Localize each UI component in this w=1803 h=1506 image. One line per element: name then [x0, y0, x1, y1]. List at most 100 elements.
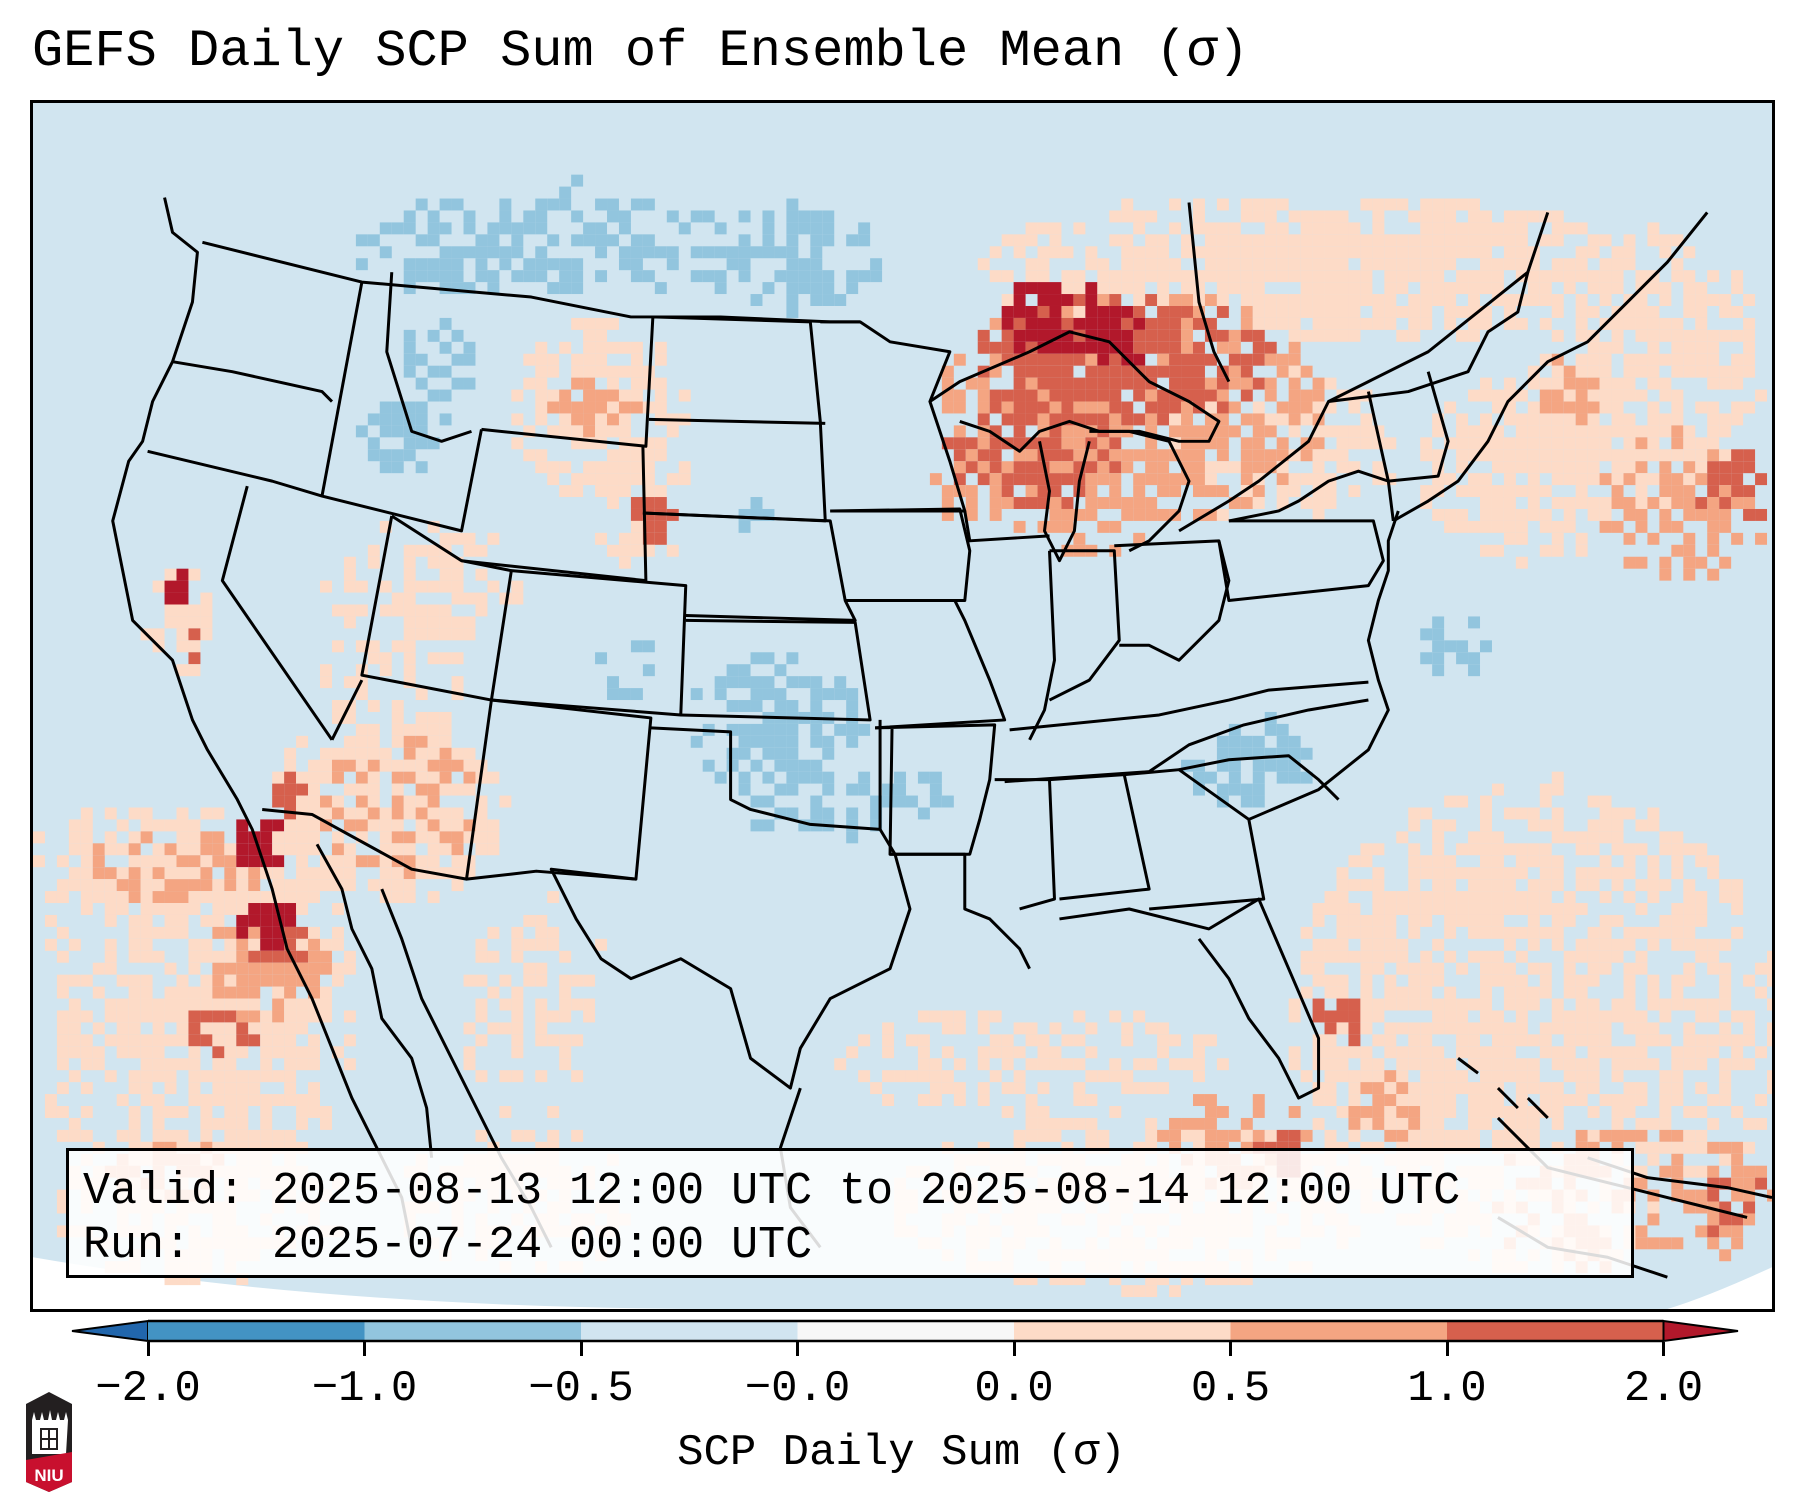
raster-cell	[176, 998, 189, 1011]
raster-cell	[1025, 341, 1038, 354]
raster-cell	[1348, 879, 1361, 892]
raster-cell	[1252, 294, 1265, 306]
raster-cell	[200, 592, 213, 605]
raster-cell	[1013, 294, 1026, 306]
raster-cell	[1515, 1141, 1528, 1154]
raster-cell	[236, 831, 249, 844]
raster-cell	[1216, 329, 1229, 342]
raster-cell	[212, 1082, 225, 1095]
raster-cell	[1575, 329, 1588, 342]
raster-cell	[846, 270, 859, 283]
raster-cell	[1037, 246, 1050, 259]
raster-cell	[92, 962, 105, 975]
raster-cell	[272, 1129, 285, 1142]
raster-cell	[1551, 389, 1564, 402]
raster-cell	[1563, 401, 1576, 414]
raster-cell	[1551, 544, 1564, 557]
raster-cell	[1432, 1129, 1445, 1142]
raster-cell	[1288, 485, 1301, 498]
raster-cell	[941, 497, 954, 509]
raster-cell	[1683, 1165, 1696, 1178]
raster-cell	[846, 831, 859, 844]
raster-cell	[463, 282, 476, 295]
raster-cell	[1468, 520, 1481, 533]
raster-cell	[1073, 508, 1086, 521]
raster-cell	[1755, 1046, 1768, 1059]
raster-cell	[1683, 485, 1696, 498]
raster-cell	[1049, 1273, 1062, 1286]
raster-cell	[1647, 855, 1660, 868]
raster-cell	[1695, 1189, 1708, 1202]
raster-cell	[1444, 508, 1457, 521]
raster-cell	[1240, 783, 1253, 796]
raster-cell	[487, 771, 500, 784]
raster-cell	[1240, 413, 1253, 426]
raster-cell	[1133, 1058, 1146, 1071]
raster-cell	[654, 497, 667, 509]
raster-cell	[738, 246, 751, 259]
raster-cell	[463, 544, 476, 557]
raster-cell	[977, 389, 990, 402]
raster-cell	[1671, 258, 1684, 271]
raster-cell	[1659, 926, 1672, 939]
raster-cell	[1527, 365, 1540, 378]
raster-cell	[1384, 270, 1397, 283]
raster-cell	[212, 1094, 225, 1107]
raster-cell	[272, 831, 285, 844]
raster-cell	[1276, 747, 1289, 760]
raster-cell	[164, 1010, 177, 1023]
raster-cell	[1049, 377, 1062, 390]
raster-cell	[439, 246, 452, 259]
raster-cell	[726, 759, 739, 772]
raster-cell	[176, 1141, 189, 1154]
raster-cell	[128, 1070, 141, 1083]
raster-cell	[1085, 485, 1098, 498]
raster-cell	[212, 1046, 225, 1059]
raster-cell	[1611, 950, 1624, 963]
raster-cell	[427, 270, 440, 283]
raster-cell	[977, 341, 990, 354]
raster-cell	[1755, 1165, 1768, 1178]
raster-cell	[415, 628, 428, 641]
raster-cell	[1515, 485, 1528, 498]
raster-cell	[236, 891, 249, 904]
raster-cell	[1623, 1010, 1636, 1023]
raster-cell	[200, 1070, 213, 1083]
raster-cell	[1264, 759, 1277, 772]
raster-cell	[1013, 1022, 1026, 1035]
raster-cell	[1635, 556, 1648, 569]
raster-cell	[1145, 1058, 1158, 1071]
raster-cell	[379, 879, 392, 892]
raster-cell	[1480, 843, 1492, 856]
raster-cell	[929, 1058, 942, 1071]
raster-cell	[1695, 1058, 1708, 1071]
raster-cell	[1719, 508, 1732, 521]
map-panel[interactable]	[30, 100, 1775, 1312]
raster-cell	[1444, 867, 1457, 880]
raster-cell	[1503, 1117, 1516, 1130]
raster-cell	[941, 377, 954, 390]
raster-cell	[1121, 377, 1134, 390]
raster-cell	[1264, 294, 1277, 306]
raster-cell	[1025, 258, 1038, 271]
raster-cell	[1551, 234, 1564, 247]
raster-cell	[547, 473, 560, 486]
raster-cell	[1503, 449, 1516, 462]
raster-cell	[176, 855, 189, 868]
raster-cell	[1671, 449, 1684, 462]
raster-cell	[308, 843, 321, 856]
raster-cell	[1013, 246, 1026, 259]
raster-cell	[1384, 1022, 1397, 1035]
raster-cell	[1623, 1046, 1636, 1059]
raster-cell	[1480, 1094, 1492, 1107]
raster-cell	[415, 616, 428, 629]
raster-cell	[1384, 473, 1397, 486]
raster-cell	[1480, 879, 1492, 892]
raster-cell	[379, 664, 392, 677]
raster-cell	[56, 974, 69, 987]
raster-cell	[1503, 437, 1516, 450]
raster-cell	[1204, 377, 1217, 390]
raster-cell	[1288, 1141, 1301, 1154]
raster-cell	[1695, 1225, 1708, 1238]
raster-cell	[523, 377, 536, 390]
